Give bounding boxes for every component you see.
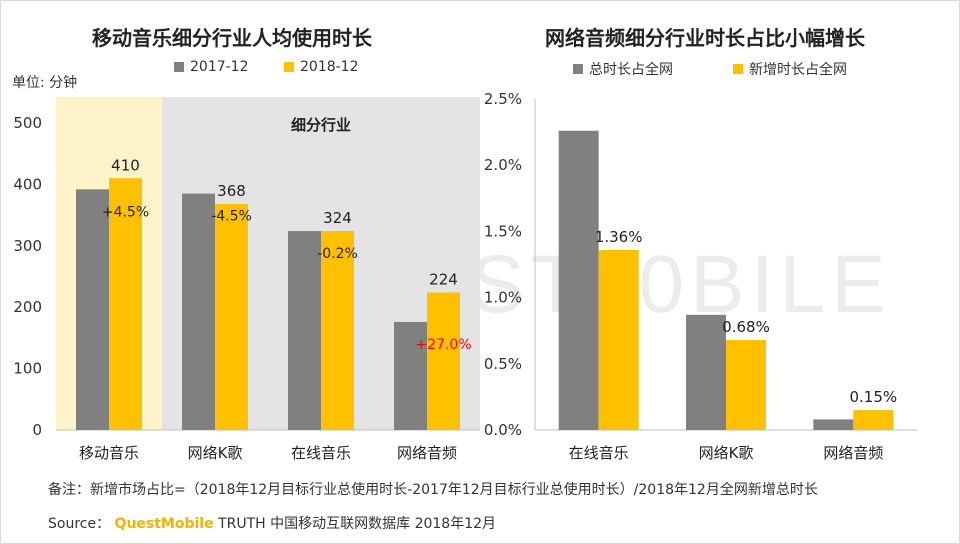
change-label: -4.5% [211, 209, 252, 225]
change-label: -0.2% [317, 246, 358, 262]
bar-total-share [558, 130, 599, 430]
right-legend-new: 新增时长占全网 [733, 59, 847, 79]
bar-2017 [76, 189, 109, 430]
y-tick-label: 200 [13, 298, 42, 316]
data-label: 368 [217, 182, 246, 200]
data-label: 410 [111, 156, 140, 174]
source-line: Source： QuestMobile TRUTH 中国移动互联网数据库 201… [48, 513, 496, 533]
change-label: +4.5% [102, 204, 149, 220]
y-tick-label: 400 [13, 175, 42, 193]
segment-panel-label: 细分行业 [291, 116, 351, 134]
data-label: 1.36% [595, 228, 643, 246]
right-chart-title: 网络音频细分行业时长占比小幅增长 [545, 26, 865, 50]
y-tick-label: 0 [32, 421, 42, 439]
bar-2017 [182, 193, 215, 430]
left-unit-label: 单位: 分钟 [12, 75, 78, 91]
bar-new-share [598, 249, 639, 430]
bar-2017 [394, 321, 427, 430]
legend-label: 2018-12 [300, 59, 359, 75]
legend-swatch-gray [174, 62, 184, 72]
source-rest: TRUTH 中国移动互联网数据库 2018年12月 [218, 516, 497, 532]
data-label: 324 [323, 209, 352, 227]
x-tick-label: 网络音频 [397, 444, 457, 462]
x-tick-label: 在线音乐 [291, 444, 351, 462]
footnote: 备注：新增市场占比=（2018年12月目标行业总使用时长-2017年12月目标行… [48, 482, 818, 498]
left-legend-2018: 2018-12 [284, 59, 359, 75]
bar-2018 [215, 204, 248, 430]
data-label: 0.68% [722, 318, 770, 336]
y-tick-label: 0.5% [484, 355, 522, 373]
bar-total-share [813, 419, 854, 430]
source-brand: QuestMobile [114, 516, 214, 532]
y-tick-label: 0.0% [484, 421, 522, 439]
change-label: +27.0% [415, 337, 471, 353]
bar-2018 [109, 178, 142, 430]
y-tick-label: 1.5% [484, 222, 522, 240]
data-label: 0.15% [850, 388, 898, 406]
x-tick-label: 移动音乐 [79, 444, 139, 462]
watermark: ST10BILE [470, 239, 892, 330]
y-tick-label: 300 [13, 237, 42, 255]
x-tick-label: 网络K歌 [699, 444, 754, 462]
x-tick-label: 网络K歌 [188, 444, 243, 462]
left-chart-title: 移动音乐细分行业人均使用时长 [92, 26, 372, 50]
legend-label: 2017-12 [190, 59, 249, 75]
bar-2018 [427, 292, 460, 430]
legend-label: 新增时长占全网 [749, 62, 847, 78]
source-prefix: Source： [48, 516, 111, 532]
bar-new-share [726, 339, 766, 430]
left-legend-2017: 2017-12 [174, 59, 249, 75]
legend-swatch-yellow [733, 64, 743, 74]
data-label: 224 [429, 270, 458, 288]
bar-2018 [321, 231, 354, 430]
legend-label: 总时长占全网 [589, 62, 673, 78]
x-tick-label: 在线音乐 [569, 444, 629, 462]
y-tick-label: 500 [13, 114, 42, 132]
right-legend-total: 总时长占全网 [573, 59, 673, 79]
y-tick-label: 1.0% [484, 289, 522, 307]
bar-total-share [686, 314, 726, 430]
legend-swatch-yellow [284, 62, 294, 72]
y-tick-label: 2.5% [484, 90, 522, 108]
y-tick-label: 100 [13, 360, 42, 378]
bar-2017 [288, 231, 321, 430]
x-tick-label: 网络音频 [823, 444, 883, 462]
bar-new-share [853, 410, 894, 430]
legend-swatch-gray [573, 64, 583, 74]
y-tick-label: 2.0% [484, 156, 522, 174]
